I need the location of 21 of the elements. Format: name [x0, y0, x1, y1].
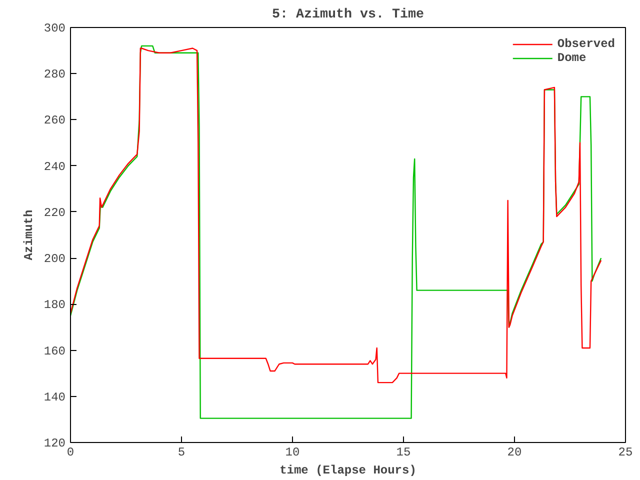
x-tick-label: 15	[396, 446, 411, 460]
y-tick-label: 200	[44, 252, 66, 266]
legend-label: Dome	[557, 51, 586, 65]
y-tick-label: 280	[44, 68, 66, 82]
x-tick-label: 0	[66, 446, 74, 460]
y-tick-label: 160	[44, 344, 66, 358]
chart-title: 5: Azimuth vs. Time	[272, 8, 424, 22]
y-tick-label: 240	[44, 160, 66, 174]
x-tick-label: 20	[507, 446, 522, 460]
x-tick-label: 5	[178, 446, 186, 460]
y-axis-title: Azimuth	[22, 210, 36, 260]
y-tick-label: 260	[44, 114, 66, 128]
x-axis-title: time (Elapse Hours)	[280, 464, 416, 478]
y-tick-label: 220	[44, 206, 66, 220]
y-tick-label: 300	[44, 22, 66, 36]
x-tick-label: 10	[285, 446, 300, 460]
legend-label: Observed	[557, 37, 615, 51]
x-tick-label: 25	[618, 446, 633, 460]
y-tick-label: 180	[44, 298, 66, 312]
y-tick-label: 140	[44, 390, 66, 404]
y-tick-label: 120	[44, 436, 66, 450]
